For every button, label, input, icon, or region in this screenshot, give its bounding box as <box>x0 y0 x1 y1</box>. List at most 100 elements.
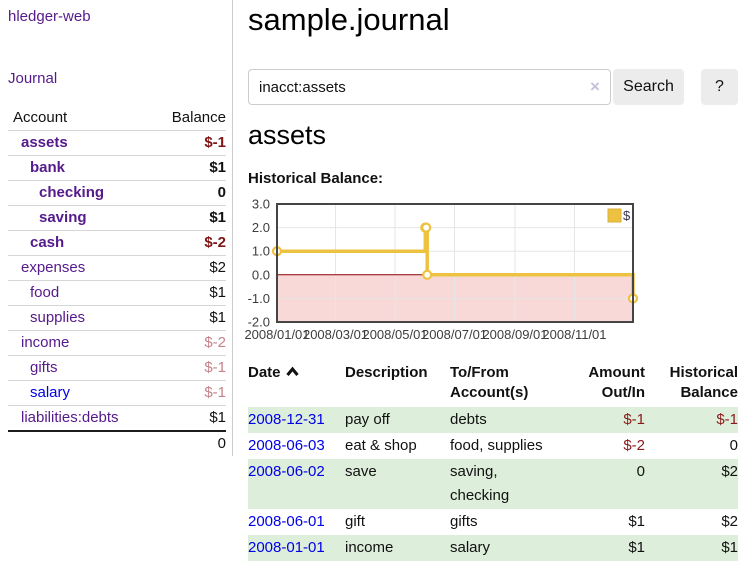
svg-text:$: $ <box>623 208 631 223</box>
transaction-accounts: saving, checking <box>450 463 510 504</box>
transaction-date-link[interactable]: 2008-06-03 <box>248 437 325 454</box>
transaction-accounts: gifts <box>450 513 478 530</box>
account-link[interactable]: income <box>21 334 70 351</box>
svg-text:2.0: 2.0 <box>252 220 270 235</box>
account-balance: 0 <box>154 180 226 206</box>
account-row: expenses $2 <box>8 255 226 281</box>
svg-text:2008/01/01: 2008/01/01 <box>244 327 309 342</box>
transaction-row: 2008-06-02 save saving, checking 0 $2 <box>248 459 738 509</box>
account-link[interactable]: bank <box>30 159 66 176</box>
transaction-row: 2008-01-01 income salary $1 $1 <box>248 535 738 561</box>
accounts-col-balance: Balance <box>171 109 226 126</box>
account-balance: $-1 <box>154 355 226 381</box>
page-title: sample.journal <box>248 2 450 37</box>
svg-text:2008/07/01: 2008/07/01 <box>422 327 487 342</box>
account-balance: $-1 <box>154 130 226 156</box>
transaction-accounts: debts <box>450 411 487 428</box>
account-link[interactable]: supplies <box>30 309 86 326</box>
svg-text:2008/05/01: 2008/05/01 <box>362 327 427 342</box>
account-row: saving $1 <box>8 205 226 231</box>
accounts-total-row: 0 <box>8 430 226 456</box>
balance-chart: $3.0 2.0 1.0 0.0 -1.0 -2.02008/01/012008/03/0… <box>244 197 639 342</box>
transaction-date-link[interactable]: 2008-06-02 <box>248 463 325 480</box>
transactions-tbody: 2008-12-31 pay off debts $-1 $-1 2008-06… <box>248 407 738 561</box>
svg-text:1.0: 1.0 <box>252 244 270 259</box>
account-link[interactable]: expenses <box>21 259 86 276</box>
transaction-amount: $-2 <box>623 437 645 454</box>
accounts-total-balance: 0 <box>154 430 226 456</box>
account-balance: $1 <box>154 405 226 431</box>
transaction-balance: $-1 <box>716 411 738 428</box>
account-row: checking 0 <box>8 180 226 206</box>
svg-text:0.0: 0.0 <box>252 267 270 282</box>
transactions-header-row: Date Description To/From Account(s) Amou… <box>248 361 738 407</box>
accounts-table: Account Balance assets $-1 bank $1 check… <box>8 106 226 456</box>
transaction-date-link[interactable]: 2008-06-01 <box>248 513 325 530</box>
app-title-link[interactable]: hledger-web <box>8 8 91 25</box>
col-amount: Amount Out/In <box>588 364 645 401</box>
chart-label: Historical Balance: <box>248 170 384 187</box>
account-balance: $1 <box>154 205 226 231</box>
transaction-description: gift <box>345 513 366 530</box>
account-balance: $1 <box>154 280 226 306</box>
col-date[interactable]: Date <box>248 361 345 407</box>
transaction-amount: 0 <box>636 463 645 480</box>
col-balance: Historical Balance <box>669 364 738 401</box>
transaction-row: 2008-06-01 gift gifts $1 $2 <box>248 509 738 535</box>
account-balance: $-2 <box>154 330 226 356</box>
svg-text:-2.0: -2.0 <box>248 315 270 330</box>
account-balance: $-2 <box>154 230 226 256</box>
account-row: liabilities:debts $1 <box>8 405 226 431</box>
account-row: supplies $1 <box>8 305 226 331</box>
account-row: gifts $-1 <box>8 355 226 381</box>
transaction-date-link[interactable]: 2008-12-31 <box>248 411 325 428</box>
account-balance: $1 <box>154 305 226 331</box>
transaction-balance: $1 <box>721 539 738 556</box>
transaction-accounts: salary <box>450 539 491 556</box>
transaction-accounts: food, supplies <box>450 437 543 454</box>
account-link[interactable]: cash <box>30 234 65 251</box>
transactions-table: Date Description To/From Account(s) Amou… <box>248 361 738 561</box>
account-link[interactable]: checking <box>39 184 105 201</box>
account-balance: $-1 <box>154 380 226 406</box>
search-input[interactable] <box>248 69 611 105</box>
account-link[interactable]: liabilities:debts <box>21 409 119 426</box>
account-row: salary $-1 <box>8 380 226 406</box>
account-link[interactable]: assets <box>21 134 68 151</box>
help-button[interactable]: ? <box>701 69 738 105</box>
svg-text:-1.0: -1.0 <box>248 291 270 306</box>
sidebar: hledger-web Journal Account Balance asse… <box>0 0 233 456</box>
transaction-balance: $2 <box>721 513 738 530</box>
account-row: assets $-1 <box>8 130 226 156</box>
transaction-description: income <box>345 539 394 556</box>
account-link[interactable]: gifts <box>30 359 58 376</box>
transaction-description: pay off <box>345 411 390 428</box>
transaction-row: 2008-12-31 pay off debts $-1 $-1 <box>248 407 738 433</box>
transaction-balance: 0 <box>729 437 738 454</box>
svg-text:2008/03/01: 2008/03/01 <box>303 327 368 342</box>
svg-text:2008/11/01: 2008/11/01 <box>542 327 606 342</box>
account-row: food $1 <box>8 280 226 306</box>
account-link[interactable]: saving <box>39 209 87 226</box>
account-balance: $1 <box>154 155 226 181</box>
transaction-description: save <box>345 463 377 480</box>
sort-ascending-icon <box>285 363 300 383</box>
transaction-row: 2008-06-03 eat & shop food, supplies $-2… <box>248 433 738 459</box>
account-link[interactable]: food <box>30 284 60 301</box>
clear-search-icon[interactable]: × <box>590 77 600 96</box>
transaction-amount: $1 <box>628 539 645 556</box>
sidebar-item-journal[interactable]: Journal <box>8 70 58 87</box>
transaction-balance: $2 <box>721 463 738 480</box>
accounts-col-account: Account <box>13 109 68 126</box>
account-heading: assets <box>248 120 327 150</box>
col-accounts: To/From Account(s) <box>450 364 529 401</box>
account-row: income $-2 <box>8 330 226 356</box>
account-link[interactable]: salary <box>30 384 71 401</box>
transaction-date-link[interactable]: 2008-01-01 <box>248 539 325 556</box>
transaction-amount: $1 <box>628 513 645 530</box>
accounts-header-row: Account Balance <box>8 106 226 131</box>
transaction-description: eat & shop <box>345 437 417 454</box>
search-button[interactable]: Search <box>613 69 684 105</box>
accounts-tbody: assets $-1 bank $1 checking 0 saving $1 … <box>8 130 226 431</box>
svg-text:3.0: 3.0 <box>252 197 270 212</box>
